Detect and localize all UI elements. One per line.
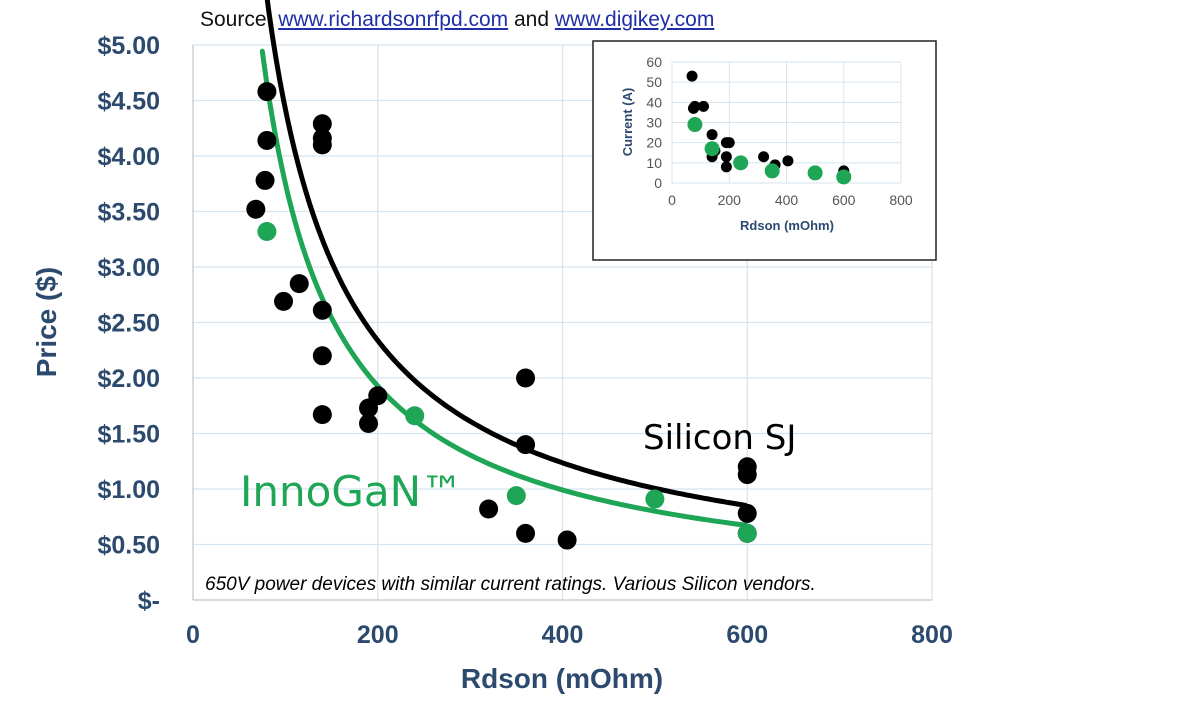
silicon-series-label: Silicon SJ <box>643 418 796 458</box>
inset-y-tick-label: 0 <box>654 175 662 191</box>
main-tick-labels: $- $0.50 $1.00 $1.50 $2.00 $2.50 $3.00 $3.50 $4.… <box>97 32 952 649</box>
y-tick-label: $4.50 <box>97 88 160 116</box>
silicon-point <box>737 503 757 523</box>
inset-silicon-point <box>697 100 709 112</box>
y-tick-label: $- <box>138 587 160 615</box>
inset-silicon-point <box>758 151 770 163</box>
x-tick-label: 800 <box>911 621 953 649</box>
innogan-point <box>506 486 526 506</box>
inset-innogan-point <box>733 155 749 171</box>
silicon-point <box>557 530 577 550</box>
y-tick-label: $2.50 <box>97 310 160 338</box>
silicon-point <box>479 499 499 519</box>
inset-y-tick-label: 50 <box>646 74 662 90</box>
silicon-point <box>359 398 379 418</box>
inset-points <box>686 70 852 185</box>
x-tick-label: 400 <box>542 621 584 649</box>
inset-innogan-point <box>704 141 720 157</box>
silicon-point <box>516 435 536 455</box>
main-trendlines <box>259 0 749 528</box>
inset-x-tick-label: 400 <box>775 192 799 208</box>
inset-y-axis-title: Current (A) <box>620 88 635 157</box>
inset-silicon-point <box>720 161 732 173</box>
y-tick-label: $5.00 <box>97 32 160 60</box>
x-tick-label: 600 <box>726 621 768 649</box>
inset-y-tick-label: 10 <box>646 155 662 171</box>
silicon-point <box>257 130 277 150</box>
inset-silicon-point <box>720 151 732 163</box>
inset-frame <box>592 40 937 261</box>
inset-x-axis-title: Rdson (mOhm) <box>740 218 834 233</box>
silicon-point <box>312 346 332 366</box>
silicon-point <box>359 414 379 434</box>
inset-x-tick-label: 600 <box>832 192 856 208</box>
inset-x-tick-label: 0 <box>668 192 676 208</box>
innogan-trendline <box>259 48 749 528</box>
innogan-point <box>257 221 277 241</box>
innogan-point <box>405 406 425 426</box>
inset-silicon-point <box>723 137 735 149</box>
inset-silicon-point <box>687 102 699 114</box>
x-axis-title: Rdson (mOhm) <box>461 663 663 694</box>
x-tick-label: 200 <box>357 621 399 649</box>
inset-innogan-point <box>687 117 703 133</box>
inset-y-tick-label: 20 <box>646 135 662 151</box>
inset-silicon-point <box>706 129 718 141</box>
silicon-point <box>312 405 332 425</box>
silicon-point <box>255 170 275 190</box>
silicon-point <box>289 274 309 294</box>
y-tick-label: $3.50 <box>97 199 160 227</box>
source-and: and <box>508 8 555 31</box>
silicon-point <box>246 199 266 219</box>
silicon-point <box>274 291 294 311</box>
inset-innogan-point <box>764 163 780 179</box>
silicon-point <box>312 114 332 134</box>
source-prefix: Source: <box>200 8 279 31</box>
y-axis-title: Price ($) <box>31 267 62 378</box>
silicon-point <box>516 368 536 388</box>
silicon-point <box>257 82 277 102</box>
inset-y-tick-label: 60 <box>646 54 662 70</box>
inset-innogan-point <box>807 165 823 181</box>
silicon-point <box>516 523 536 543</box>
main-points <box>246 82 757 550</box>
y-tick-label: $4.00 <box>97 143 160 171</box>
innogan-point <box>645 489 665 509</box>
silicon-point <box>312 135 332 155</box>
inset-x-tick-label: 800 <box>889 192 913 208</box>
source-line: Source: www.richardsonrfpd.com and www.d… <box>200 8 714 32</box>
silicon-trendline <box>264 0 748 508</box>
inset-y-tick-label: 30 <box>646 115 662 131</box>
inset-silicon-point <box>686 70 698 82</box>
inset-y-tick-label: 40 <box>646 94 662 110</box>
innogan-series-label: InnoGaN™ <box>240 467 463 516</box>
y-tick-label: $0.50 <box>97 532 160 560</box>
source-link-richardson[interactable]: www.richardsonrfpd.com <box>278 8 509 31</box>
main-axes <box>192 45 932 601</box>
x-tick-label: 0 <box>186 621 200 649</box>
y-tick-label: $1.00 <box>97 476 160 504</box>
y-tick-label: $2.00 <box>97 365 160 393</box>
inset-silicon-point <box>782 155 794 167</box>
y-tick-label: $1.50 <box>97 421 160 449</box>
source-link-digikey[interactable]: www.digikey.com <box>554 8 715 31</box>
silicon-point <box>312 300 332 320</box>
chart-footnote: 650V power devices with similar current … <box>205 574 816 595</box>
inset-x-tick-label: 200 <box>718 192 742 208</box>
silicon-point <box>737 465 757 485</box>
inset-innogan-point <box>836 169 852 185</box>
y-tick-label: $3.00 <box>97 254 160 282</box>
innogan-point <box>737 523 757 543</box>
